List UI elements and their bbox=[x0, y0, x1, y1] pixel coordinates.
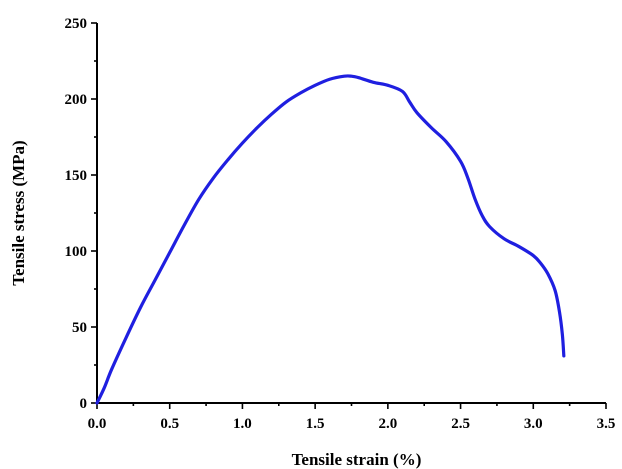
x-tick-label: 2.0 bbox=[378, 416, 397, 432]
stress-strain-line bbox=[95, 74, 566, 405]
y-tick-label: 250 bbox=[65, 16, 88, 32]
x-tick-label: 3.0 bbox=[524, 416, 543, 432]
x-tick-label: 1.5 bbox=[306, 416, 325, 432]
y-tick-label: 200 bbox=[65, 92, 88, 108]
x-ticks: 0.0 0.5 1.0 1.5 2.0 2.5 3.0 3.5 bbox=[88, 403, 616, 432]
x-axis-title: Tensile strain (%) bbox=[292, 450, 422, 469]
series-group bbox=[95, 74, 566, 405]
x-tick-label: 3.5 bbox=[597, 416, 616, 432]
axes bbox=[96, 23, 606, 404]
y-tick-label: 150 bbox=[65, 168, 88, 184]
y-axis-title: Tensile stress (MPa) bbox=[9, 140, 28, 285]
x-tick-label: 1.0 bbox=[233, 416, 252, 432]
y-ticks: 0 50 100 150 200 250 bbox=[65, 16, 97, 412]
x-tick-label: 0.5 bbox=[160, 416, 179, 432]
y-tick-label: 100 bbox=[65, 244, 88, 260]
x-tick-label: 0.0 bbox=[88, 416, 107, 432]
y-tick-label: 50 bbox=[72, 320, 87, 336]
x-tick-label: 2.5 bbox=[451, 416, 470, 432]
y-tick-label: 0 bbox=[80, 396, 88, 412]
